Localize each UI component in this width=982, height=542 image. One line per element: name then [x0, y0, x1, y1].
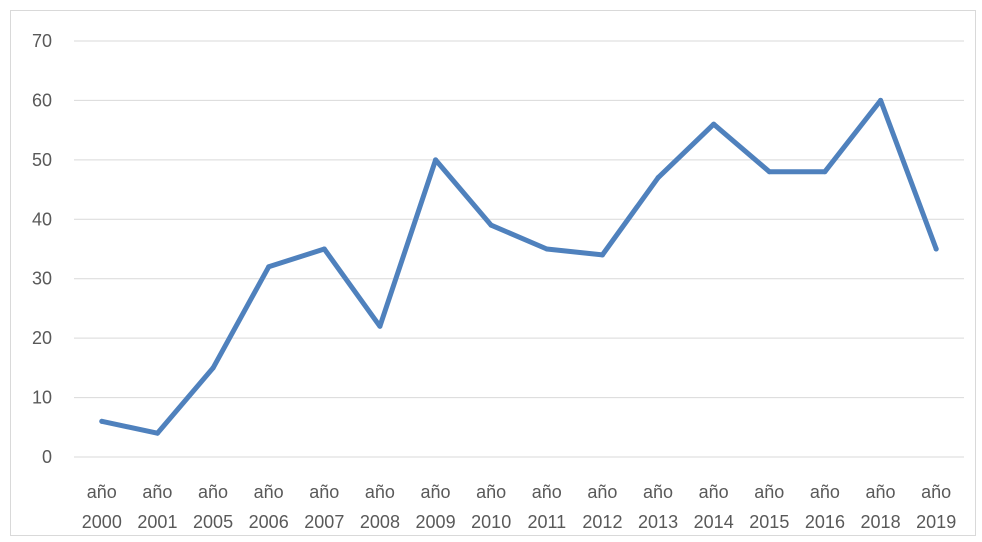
data-point — [655, 175, 661, 181]
y-tick-label: 30 — [32, 269, 52, 289]
x-tick-label: año 2009 — [416, 482, 456, 532]
x-tick-label: año 2018 — [861, 482, 901, 532]
data-point — [878, 97, 884, 103]
chart-area — [10, 10, 976, 536]
data-point — [933, 246, 939, 252]
x-tick-label: año 2016 — [805, 482, 845, 532]
x-tick-label: año 2015 — [749, 482, 789, 532]
series-line — [99, 97, 939, 436]
y-tick-label: 10 — [32, 388, 52, 408]
x-tick-label: año 2014 — [694, 482, 734, 532]
x-tick-label: año 2013 — [638, 482, 678, 532]
y-axis-ticks: 0 10 20 30 40 50 60 70 — [32, 31, 52, 467]
data-point — [321, 246, 327, 252]
x-tick-label: año 2000 — [82, 482, 122, 532]
data-point — [154, 430, 160, 436]
x-tick-label: año 2006 — [249, 482, 289, 532]
x-tick-label: año 2005 — [193, 482, 233, 532]
y-tick-label: 20 — [32, 328, 52, 348]
series-layer — [99, 97, 939, 436]
data-point — [544, 246, 550, 252]
data-point — [488, 222, 494, 228]
y-tick-label: 70 — [32, 31, 52, 51]
x-tick-label: año 2008 — [360, 482, 400, 532]
x-tick-label: año 2010 — [471, 482, 511, 532]
x-tick-label: año 2019 — [916, 482, 956, 532]
data-point — [711, 121, 717, 127]
data-point — [266, 264, 272, 270]
data-point — [99, 418, 105, 424]
y-tick-label: 50 — [32, 150, 52, 170]
data-point — [377, 323, 383, 329]
x-tick-label: año 2012 — [582, 482, 622, 532]
x-tick-label: año 2011 — [527, 482, 566, 532]
x-tick-label: año 2007 — [304, 482, 344, 532]
data-point — [766, 169, 772, 175]
y-tick-label: 60 — [32, 90, 52, 110]
gridlines — [74, 40, 964, 458]
data-point — [599, 252, 605, 258]
data-point — [210, 365, 216, 371]
x-axis-ticks: año 2000 año 2001 año 2005 año 2006 año 2007 año 20… — [82, 482, 956, 532]
x-tick-label: año 2001 — [137, 482, 177, 532]
data-point — [433, 157, 439, 163]
y-tick-label: 40 — [32, 209, 52, 229]
y-tick-label: 0 — [42, 447, 52, 467]
data-point — [822, 169, 828, 175]
